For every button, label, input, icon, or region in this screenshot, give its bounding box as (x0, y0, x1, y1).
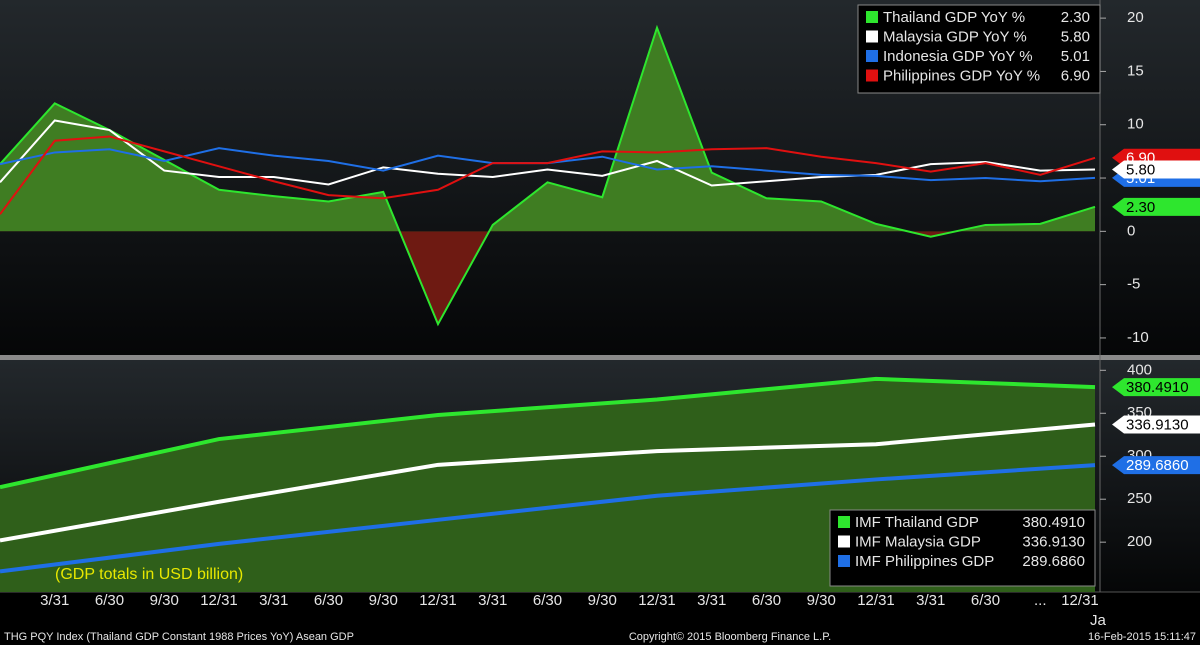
legend-swatch (838, 516, 850, 528)
legend-swatch (838, 555, 850, 567)
x-tick-label: 6/30 (95, 592, 124, 609)
x-tick-label: 3/31 (259, 592, 288, 609)
annotation: (GDP totals in USD billion) (55, 566, 243, 583)
x-tick-label: 12/31 (638, 592, 676, 609)
x-tick-label: 9/30 (807, 592, 836, 609)
y-tick-label: 20 (1127, 9, 1144, 26)
x-tick-label: 6/30 (971, 592, 1000, 609)
legend-label: Thailand GDP YoY % (883, 9, 1025, 26)
legend-value: 289.6860 (1022, 553, 1085, 570)
legend-label: Philippines GDP YoY % (883, 67, 1040, 84)
x-tick-label: 3/31 (697, 592, 726, 609)
footer-left: THG PQY Index (Thailand GDP Constant 198… (4, 631, 354, 643)
legend-value: 336.9130 (1022, 533, 1085, 550)
footer-center: Copyright© 2015 Bloomberg Finance L.P. (629, 631, 831, 643)
y-tick-label: 200 (1127, 533, 1152, 550)
legend-swatch (866, 11, 878, 23)
legend-value: 380.4910 (1022, 514, 1085, 531)
x-tick-label: 12/31 (419, 592, 457, 609)
x-tick-label: 12/31 (200, 592, 238, 609)
x-tick-label: 9/30 (369, 592, 398, 609)
legend-value: 5.01 (1061, 48, 1090, 65)
legend-label: Malaysia GDP YoY % (883, 28, 1027, 45)
value-tag-label: 5.80 (1126, 161, 1155, 178)
legend-value: 2.30 (1061, 9, 1090, 26)
x-tick-label: 3/31 (40, 592, 69, 609)
x-tick-label: 3/31 (478, 592, 507, 609)
y-tick-label: 0 (1127, 222, 1135, 239)
x-tick-label: 12/31 (1061, 592, 1099, 609)
x-tick-label: 6/30 (314, 592, 343, 609)
panel-separator (0, 355, 1200, 360)
legend-swatch (838, 535, 850, 548)
line (0, 422, 1096, 543)
y-tick-label: -5 (1127, 276, 1140, 293)
line (0, 24, 1096, 327)
x-tick-label: 6/30 (752, 592, 781, 609)
value-tag-label: 336.9130 (1126, 416, 1189, 433)
value-tag (1112, 415, 1200, 434)
value-tag (1112, 160, 1200, 179)
legend-box (857, 4, 1101, 94)
x-tick-label: 12/31 (857, 592, 895, 609)
x-tick-label: ... (1034, 592, 1047, 609)
value-tag (1112, 378, 1200, 397)
line (0, 376, 1096, 490)
legend-label: IMF Malaysia GDP (855, 533, 981, 550)
area-positive (0, 27, 1095, 232)
value-tag (1112, 456, 1200, 475)
line (0, 119, 1096, 187)
legend-label: IMF Philippines GDP (855, 553, 994, 570)
y-tick-label: 10 (1127, 116, 1144, 133)
x-axis-next-label: Ja (1090, 612, 1107, 629)
x-tick-label: 9/30 (150, 592, 179, 609)
value-tag-label: 2.30 (1126, 199, 1155, 216)
x-tick-label: 6/30 (533, 592, 562, 609)
y-tick-label: 250 (1127, 490, 1152, 507)
line (0, 135, 1096, 215)
value-tag-label: 380.4910 (1126, 379, 1189, 396)
y-tick-label: 15 (1127, 62, 1144, 79)
legend-label: IMF Thailand GDP (855, 514, 979, 531)
legend-swatch (866, 30, 878, 43)
legend-swatch (866, 69, 878, 82)
legend-swatch (866, 50, 878, 62)
x-tick-label: 3/31 (916, 592, 945, 609)
legend-value: 6.90 (1061, 67, 1090, 84)
value-tag-label: 289.6860 (1126, 457, 1189, 474)
line (0, 463, 1096, 574)
y-tick-label: 400 (1127, 361, 1152, 378)
legend-value: 5.80 (1061, 28, 1090, 45)
legend-label: Indonesia GDP YoY % (883, 48, 1033, 65)
legend-box (829, 509, 1096, 587)
footer-right: 16-Feb-2015 15:11:47 (1088, 631, 1196, 643)
value-tag (1112, 197, 1200, 216)
x-tick-label: 9/30 (588, 592, 617, 609)
area-negative (399, 231, 956, 325)
y-tick-label: -10 (1127, 329, 1149, 346)
